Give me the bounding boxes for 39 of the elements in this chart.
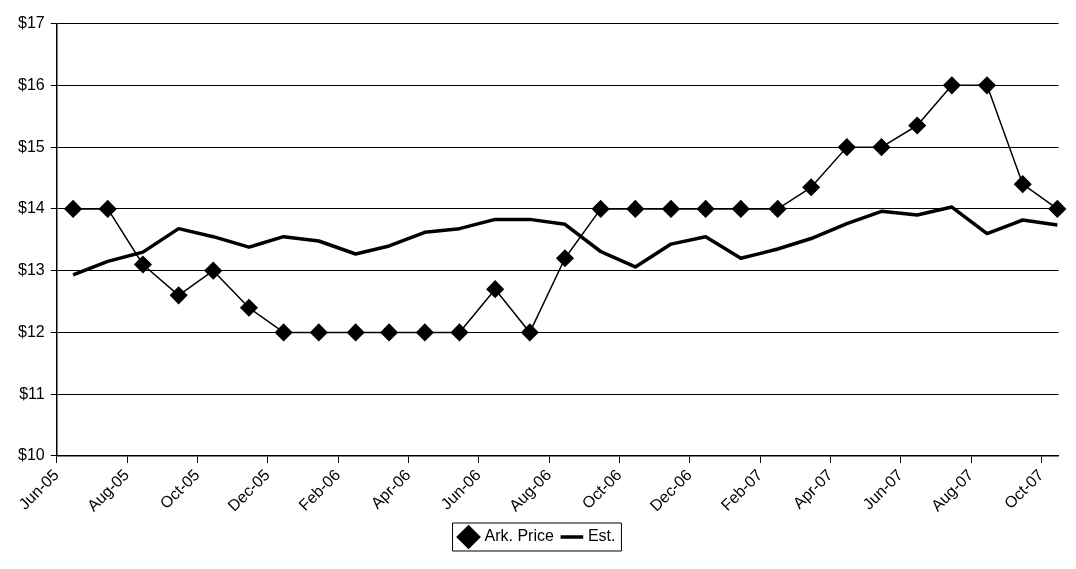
point — [310, 323, 328, 342]
point — [346, 323, 365, 342]
point — [1048, 200, 1067, 218]
point — [872, 138, 891, 156]
legend-label: Ark. Price — [484, 527, 554, 545]
point — [978, 76, 996, 95]
legend-label: Est. — [587, 527, 616, 545]
point — [802, 178, 820, 197]
y-tick-label: $13 — [17, 261, 45, 279]
point — [943, 76, 961, 95]
point — [1013, 175, 1032, 193]
point — [99, 200, 117, 218]
point — [696, 200, 715, 218]
point — [450, 323, 469, 342]
y-tick-label: $11 — [19, 384, 45, 402]
y-tick-label: $16 — [17, 75, 45, 93]
point — [274, 323, 293, 342]
point — [732, 200, 750, 218]
point — [240, 298, 258, 317]
y-tick-label: $12 — [17, 322, 45, 340]
point — [134, 255, 152, 274]
point — [416, 323, 434, 342]
y-tick-label: $17 — [17, 14, 45, 32]
point — [486, 280, 504, 298]
y-tick-label: $15 — [17, 137, 45, 155]
point — [908, 116, 926, 135]
point — [169, 286, 188, 305]
point — [626, 200, 645, 218]
point — [838, 138, 856, 156]
point — [591, 200, 610, 218]
point — [64, 200, 82, 218]
point — [556, 249, 574, 268]
point — [204, 261, 223, 280]
point — [768, 200, 787, 218]
y-tick-label: $14 — [17, 199, 45, 217]
point — [662, 200, 680, 218]
y-tick-label: $10 — [17, 446, 45, 464]
point — [380, 323, 398, 342]
point — [521, 323, 539, 342]
